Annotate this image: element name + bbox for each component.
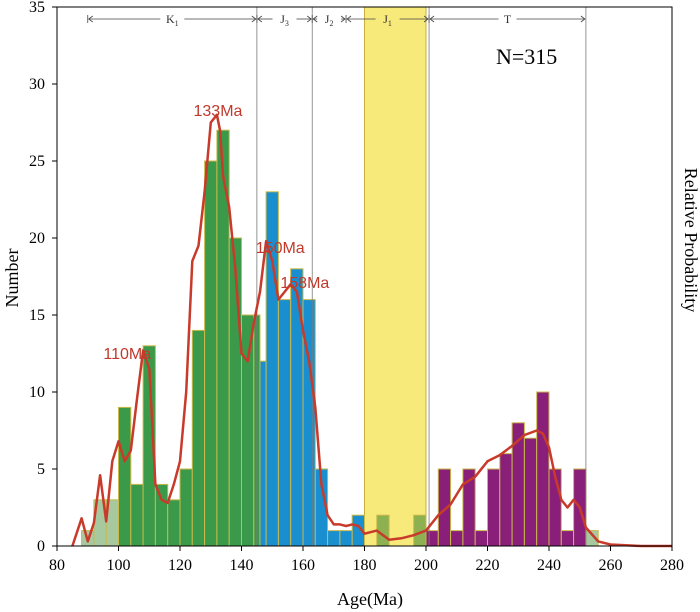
- x-tick-label: 220: [476, 557, 500, 574]
- y-tick-label: 35: [29, 0, 45, 16]
- x-tick-label: 140: [230, 557, 254, 574]
- histogram-bar: [167, 499, 181, 547]
- peak-age-label: 110Ma: [103, 346, 151, 363]
- highlight-band-layer: [364, 6, 427, 547]
- x-tick-label: 120: [168, 557, 192, 574]
- histogram-bar: [118, 406, 132, 547]
- period-label: J2: [325, 12, 334, 28]
- x-tick-label: 240: [537, 557, 561, 574]
- period-arrow-left: [312, 15, 318, 23]
- period-label: T: [504, 12, 512, 26]
- period-arrow-left: [257, 15, 263, 23]
- x-tick-label: 80: [49, 557, 65, 574]
- histogram-bar: [154, 483, 169, 547]
- x-axis-title: Age(Ma): [337, 589, 403, 610]
- period-label: J1: [383, 12, 392, 28]
- bar-layer: [81, 129, 599, 547]
- y-tick-label: 15: [29, 307, 45, 324]
- period-arrow-left: [346, 15, 352, 23]
- y-tick-label: 10: [29, 384, 45, 401]
- period-arrow-left: [429, 15, 435, 23]
- y-tick-label: 25: [29, 153, 45, 170]
- y2-axis-title: Relative Probability: [681, 168, 700, 312]
- y-tick-label: 30: [29, 76, 45, 93]
- period-arrow-right: [580, 15, 586, 23]
- j1-highlight-band: [364, 6, 427, 547]
- x-tick-label: 160: [291, 557, 315, 574]
- histogram-bar: [523, 437, 538, 547]
- axis-layer: 80 100 120 140 160 180 200 220 240 260 280 0 5 10 15 20…: [29, 0, 684, 574]
- histogram-bar: [191, 329, 206, 547]
- histogram-bar: [487, 468, 501, 547]
- x-tick-label: 280: [660, 557, 684, 574]
- relative-probability-curve: [71, 113, 672, 548]
- histogram-bar: [179, 468, 193, 547]
- peak-age-label: 150Ma: [256, 240, 305, 257]
- peak-age-label: 158Ma: [280, 275, 329, 292]
- histogram-bar: [290, 268, 304, 547]
- histogram-bar: [130, 483, 144, 547]
- histogram-bar: [536, 391, 550, 547]
- histogram-bar: [339, 530, 353, 547]
- histogram-bar: [499, 453, 513, 547]
- y-tick-label: 5: [37, 461, 45, 478]
- peak-label-layer: 110Ma 133Ma 150Ma 158Ma: [103, 103, 329, 363]
- period-arrow-left: [88, 15, 93, 23]
- histogram-bar: [259, 360, 267, 547]
- period-label: K1: [166, 12, 179, 28]
- histogram-bar: [560, 530, 575, 547]
- probability-curve-layer: [71, 113, 672, 548]
- x-tick-label: 180: [353, 557, 377, 574]
- histogram-bar: [241, 314, 255, 547]
- histogram-bar: [474, 530, 489, 547]
- histogram-bar: [327, 530, 341, 547]
- period-label-layer: K1 J3 J2 J1 T: [87, 12, 586, 28]
- histogram-bar: [204, 160, 218, 547]
- period-arrow-right: [251, 15, 257, 23]
- x-tick-label: 100: [107, 557, 131, 574]
- histogram-bar: [277, 299, 292, 547]
- y-tick-label: 0: [37, 538, 45, 555]
- period-arrow-right: [340, 15, 346, 23]
- period-label: J3: [280, 12, 289, 28]
- sample-count-annotation: N=315: [496, 44, 557, 69]
- period-arrow-right: [306, 15, 312, 23]
- y-tick-label: 20: [29, 230, 45, 247]
- period-boundary-layer: [256, 7, 587, 546]
- histogram-bar: [425, 530, 439, 547]
- x-tick-label: 260: [599, 557, 623, 574]
- period-arrow-right: [423, 15, 429, 23]
- histogram-bar: [450, 530, 464, 547]
- peak-age-label: 133Ma: [194, 103, 243, 120]
- y-axis-title: Number: [2, 249, 22, 308]
- x-tick-label: 200: [414, 557, 438, 574]
